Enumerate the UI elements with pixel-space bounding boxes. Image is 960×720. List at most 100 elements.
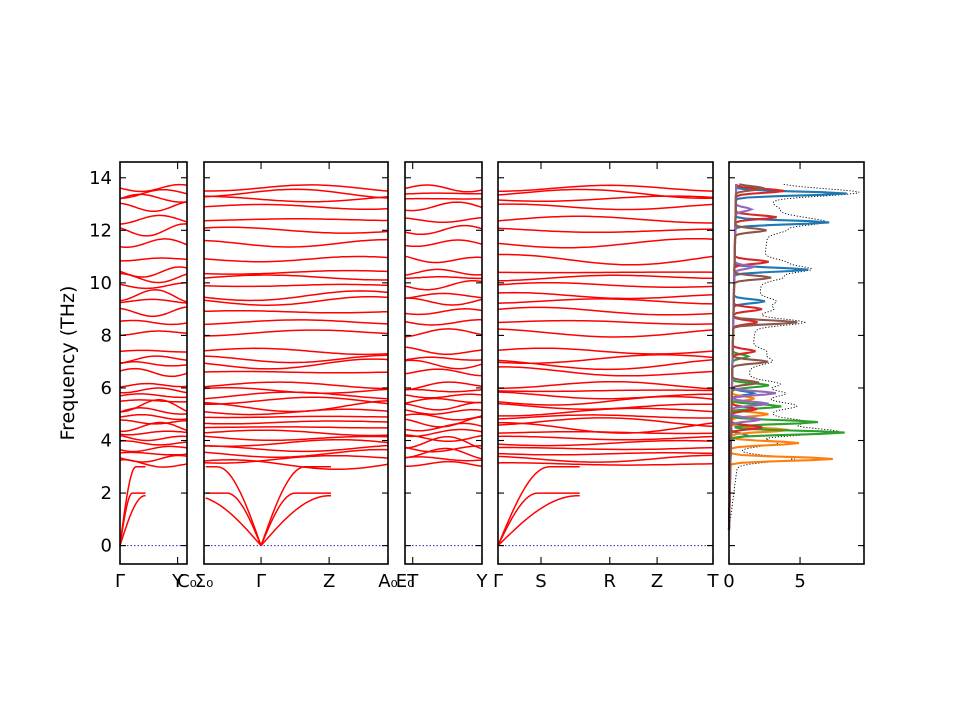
band-branch (119, 440, 188, 446)
band-branch (405, 460, 483, 468)
band-branch (497, 215, 713, 224)
band-branch (119, 238, 188, 248)
band-branch (204, 195, 389, 203)
band-branch (203, 274, 389, 281)
band-branch (404, 318, 482, 326)
band-branch (497, 421, 714, 434)
band-branch (119, 445, 188, 453)
band-branch (404, 445, 482, 453)
y-tick-label: 4 (101, 431, 112, 452)
band-branch (404, 388, 483, 393)
band-branch (497, 306, 714, 316)
x-tick-label: Γ (493, 571, 503, 592)
band-branch (119, 306, 188, 318)
band-branch (119, 454, 188, 463)
band-panel-1: Γ YC₀ (115, 161, 197, 592)
band-branch (203, 370, 388, 374)
band-branch (497, 203, 714, 211)
band-branch (203, 329, 389, 337)
band-branch (404, 224, 483, 236)
band-branch (203, 255, 389, 263)
band-branch (203, 420, 389, 425)
band-branch (203, 358, 389, 370)
band-branch (203, 238, 389, 248)
band-branch (204, 415, 389, 419)
dos-total-curve (728, 183, 860, 530)
band-branch (119, 349, 187, 353)
band-branch (119, 355, 188, 364)
band-branch (497, 227, 714, 234)
band-branch (404, 216, 483, 223)
band-branch (203, 203, 389, 210)
band-branch (119, 201, 188, 212)
band-branch (497, 291, 714, 300)
band-branch (119, 282, 187, 290)
band-branch (404, 368, 482, 377)
band-branch (404, 268, 483, 276)
band-branch (119, 393, 188, 399)
dos-x-tick-label: 0 (723, 571, 734, 592)
band-branch (404, 381, 483, 391)
x-tick-label: T (707, 571, 720, 592)
band-branch (119, 289, 188, 303)
band-branch (204, 184, 389, 192)
acoustic-branch (119, 466, 146, 546)
x-tick-label: Z (323, 571, 335, 592)
x-tick-label: A₀ (378, 571, 398, 592)
band-branch (404, 416, 483, 428)
band-branch (119, 419, 188, 425)
y-tick-label: 6 (101, 378, 112, 399)
dos-x-tick-label: 5 (794, 571, 805, 592)
y-tick-label: 0 (101, 536, 112, 557)
acoustic-branch (260, 466, 331, 546)
band-branch (497, 195, 714, 202)
band-branch (497, 237, 714, 249)
band-branch (404, 184, 483, 193)
band-branch (119, 387, 188, 394)
x-tick-label: Z (651, 571, 663, 592)
band-branch (203, 429, 389, 437)
band-branch (498, 366, 714, 377)
dos-projected-curve-3 (727, 184, 845, 530)
acoustic-branch (205, 492, 262, 546)
band-branch (119, 399, 188, 403)
band-branch (119, 434, 188, 442)
band-branch (203, 283, 389, 288)
band-branch (203, 435, 389, 442)
panel-frame (119, 161, 188, 565)
band-branch (497, 452, 714, 456)
band-branch (497, 188, 714, 199)
band-branch (204, 444, 389, 453)
x-tick-label: Y (171, 571, 184, 592)
band-branch (497, 281, 714, 288)
x-tick-label: S (535, 571, 546, 592)
band-branch (497, 414, 713, 420)
band-branch (498, 184, 714, 192)
band-branch (404, 408, 483, 415)
dos-panel-frame (728, 161, 865, 565)
band-branch (203, 188, 389, 199)
band-branch (120, 188, 188, 199)
band-branch (203, 269, 389, 275)
x-tick-label: Γ (256, 571, 266, 592)
acoustic-branch (497, 492, 580, 546)
band-branch (119, 223, 188, 237)
band-branch (119, 193, 188, 203)
band-branch (203, 354, 389, 364)
band-branch (497, 435, 714, 441)
band-branch (203, 381, 389, 390)
band-branch (203, 386, 389, 394)
band-branch (404, 447, 483, 460)
band-branch (405, 297, 483, 306)
band-branch (497, 389, 714, 393)
panel-frame (497, 161, 714, 565)
band-branch (498, 446, 714, 451)
y-tick-label: 10 (89, 273, 112, 294)
band-branch (404, 292, 483, 300)
band-branch (497, 391, 713, 400)
y-axis-label: Frequency (THz) (57, 286, 79, 441)
band-branch (404, 201, 483, 212)
